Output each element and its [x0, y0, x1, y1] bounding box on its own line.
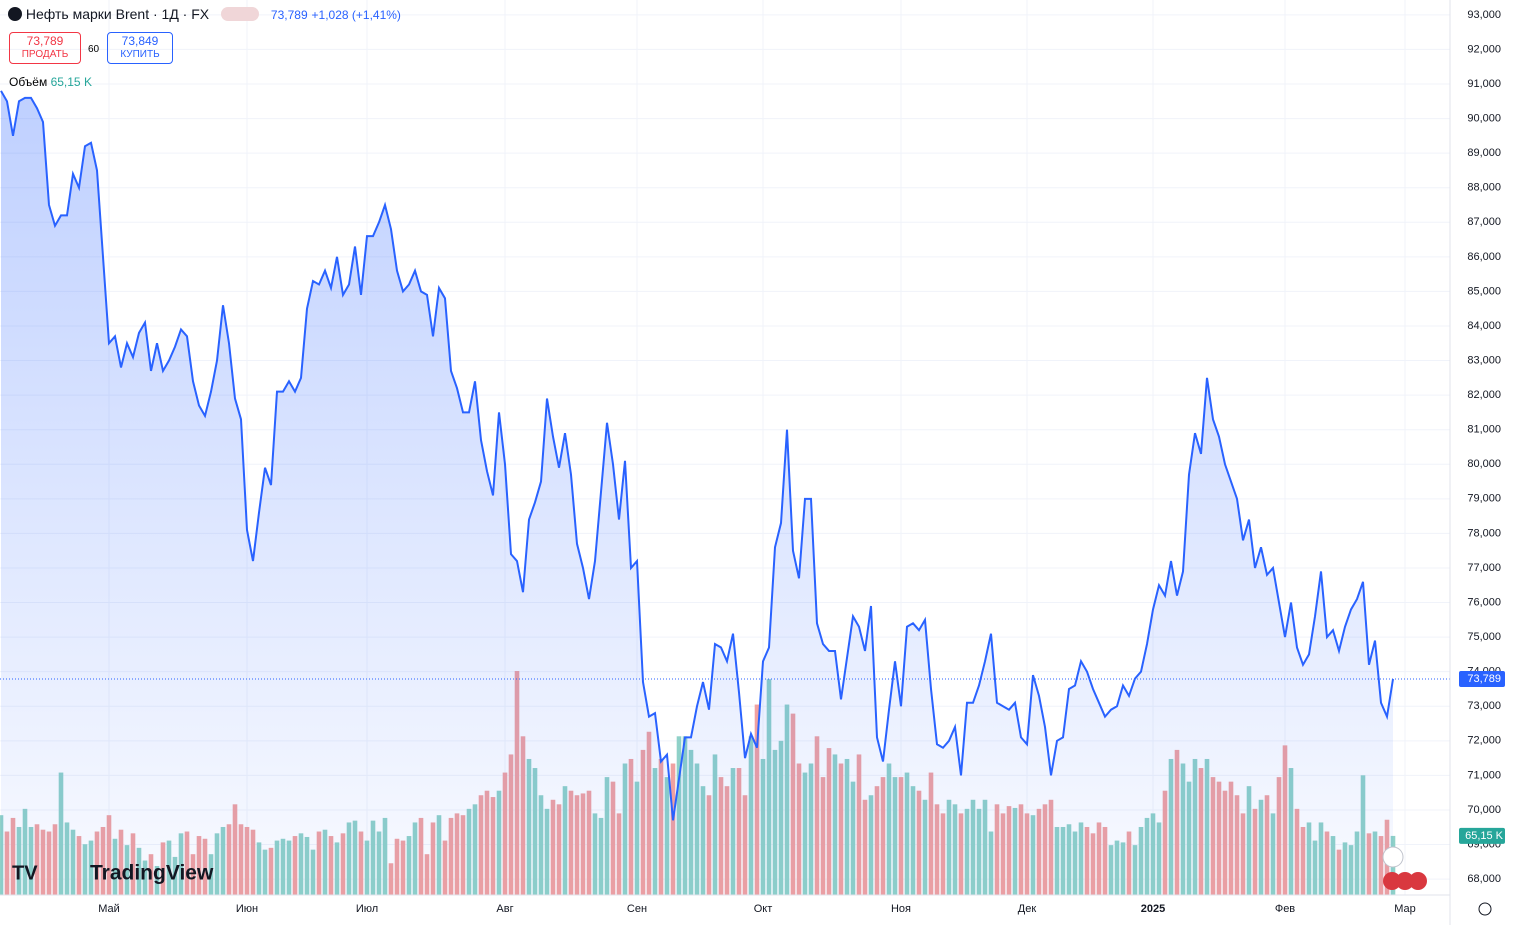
- y-tick-label: 86,000: [1467, 251, 1501, 263]
- x-tick-label: Дек: [1018, 903, 1037, 915]
- sell-price: 73,789: [26, 34, 64, 48]
- y-tick-label: 82,000: [1467, 389, 1501, 401]
- price-line: [0, 90, 1394, 821]
- last-price: 73,789: [270, 8, 308, 22]
- x-tick-label: Июн: [236, 903, 258, 915]
- sell-button[interactable]: 73,789 ПРОДАТЬ: [9, 32, 81, 64]
- y-tick-label: 89,000: [1467, 147, 1501, 159]
- y-tick-label: 80,000: [1467, 458, 1501, 470]
- header: Нефть марки Brent · 1Д · FX 73,789 +1,02…: [8, 6, 401, 22]
- volume-legend: Объём 65,15 K: [9, 75, 92, 89]
- y-tick-label: 90,000: [1467, 112, 1501, 124]
- x-tick-label: Авг: [496, 903, 513, 915]
- logo-icon: TV: [12, 862, 38, 884]
- icon[interactable]: [1382, 846, 1404, 868]
- y-tick-label: 72,000: [1467, 735, 1501, 747]
- y-tick-label: 88,000: [1467, 182, 1501, 194]
- logo: TradingView: [90, 862, 214, 885]
- buy-price: 73,849: [121, 34, 159, 48]
- y-tick-label: 84,000: [1467, 320, 1501, 332]
- y-tick-label: 87,000: [1467, 216, 1501, 228]
- last-price-label: 73,789: [1467, 673, 1501, 685]
- y-tick-label: 77,000: [1467, 562, 1501, 574]
- y-tick-label: 93,000: [1467, 9, 1501, 21]
- volume-name: Объём: [9, 75, 48, 89]
- flag-icon[interactable]: [1383, 872, 1401, 890]
- sell-label: ПРОДАТЬ: [21, 49, 69, 60]
- y-tick-label: 70,000: [1467, 804, 1501, 816]
- y-tick-label: 71,000: [1467, 769, 1501, 781]
- symbol-icon: [8, 7, 22, 21]
- y-tick-label: 75,000: [1467, 631, 1501, 643]
- change: +1,028 (+1,41%): [311, 8, 401, 22]
- volume-badge: [1459, 827, 1505, 844]
- price-area: [1, 90, 1393, 895]
- flag-icon[interactable]: [1396, 872, 1414, 890]
- volume-value: 65,15 K: [50, 75, 92, 89]
- y-tick-label: 79,000: [1467, 493, 1501, 505]
- last-price-badge: [1459, 670, 1505, 687]
- y-tick-label: 83,000: [1467, 354, 1501, 366]
- x-tick-label: 2025: [1141, 903, 1165, 915]
- x-tick-label: Сен: [627, 903, 647, 915]
- symbol: Нефть марки Brent · 1Д · FX: [25, 6, 210, 22]
- buy-button[interactable]: 73,849 КУПИТЬ: [107, 32, 173, 64]
- y-tick-label: 68,000: [1467, 873, 1501, 885]
- y-tick-label: 85,000: [1467, 285, 1501, 297]
- status-pill[interactable]: [221, 7, 260, 21]
- y-tick-label: 76,000: [1467, 596, 1501, 608]
- y-tick-label: 73,000: [1467, 700, 1501, 712]
- volume-badge-label: 65,15 K: [1465, 830, 1504, 842]
- x-tick-label: Ноя: [891, 903, 911, 915]
- flag-icon[interactable]: [1409, 872, 1427, 890]
- x-tick-label: Май: [98, 903, 120, 915]
- buy-label: КУПИТЬ: [120, 49, 160, 60]
- x-tick-label: Окт: [754, 903, 773, 915]
- x-tick-label: Июл: [356, 903, 378, 915]
- y-tick-label: 92,000: [1467, 43, 1501, 55]
- x-tick-label: Мар: [1394, 903, 1416, 915]
- y-tick-label: 81,000: [1467, 424, 1501, 436]
- spread: 60: [88, 44, 100, 55]
- y-tick-label: 78,000: [1467, 527, 1501, 539]
- x-tick-label: Фев: [1275, 903, 1295, 915]
- settings-icon[interactable]: [1478, 902, 1492, 916]
- y-tick-label: 91,000: [1467, 78, 1501, 90]
